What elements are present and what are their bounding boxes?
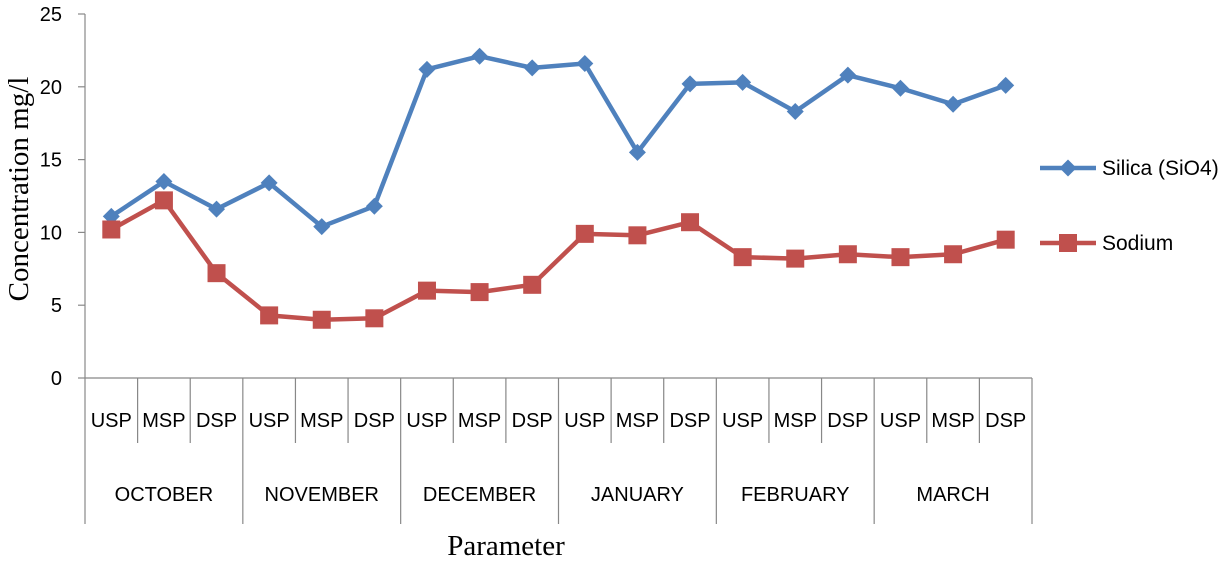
axes bbox=[84, 14, 1032, 379]
data-point bbox=[470, 283, 489, 302]
data-point bbox=[523, 59, 541, 77]
x-subcategory-label: USP bbox=[249, 410, 290, 432]
legend-label: Sodium bbox=[1102, 232, 1173, 255]
x-group-label: NOVEMBER bbox=[265, 484, 379, 506]
x-group-label: MARCH bbox=[916, 484, 989, 506]
data-point bbox=[681, 75, 699, 93]
x-subcategory-label: USP bbox=[880, 410, 921, 432]
x-group-label: DECEMBER bbox=[423, 484, 536, 506]
x-group-label: JANUARY bbox=[591, 484, 684, 506]
series-line bbox=[110, 53, 1007, 229]
data-point bbox=[365, 197, 383, 215]
data-point bbox=[313, 218, 331, 236]
data-point bbox=[154, 191, 173, 210]
data-point bbox=[997, 76, 1015, 94]
data-point bbox=[944, 95, 962, 113]
y-tick-label: 20 bbox=[40, 77, 62, 99]
x-subcategory-label: MSP bbox=[300, 410, 343, 432]
data-point bbox=[575, 224, 594, 243]
legend-label: Silica (SiO4) bbox=[1102, 157, 1219, 180]
data-point bbox=[207, 264, 226, 283]
data-point bbox=[576, 55, 594, 73]
x-axis-title: Parameter bbox=[447, 530, 565, 562]
data-point bbox=[891, 248, 910, 267]
data-point bbox=[839, 66, 857, 84]
x-subcategory-label: MSP bbox=[458, 410, 501, 432]
x-subcategory-label: DSP bbox=[512, 410, 553, 432]
data-point bbox=[208, 200, 226, 218]
x-subcategory-label: DSP bbox=[985, 410, 1026, 432]
y-tick-label: 0 bbox=[51, 368, 62, 390]
y-tick-label: 25 bbox=[40, 4, 62, 26]
data-point bbox=[260, 174, 278, 192]
x-subcategory-label: MSP bbox=[142, 410, 185, 432]
x-subcategory-label: USP bbox=[722, 410, 763, 432]
data-point bbox=[786, 249, 805, 268]
data-point bbox=[471, 47, 489, 65]
data-point bbox=[418, 60, 436, 78]
y-tick-label: 10 bbox=[40, 222, 62, 244]
data-point bbox=[944, 245, 963, 264]
data-point bbox=[786, 103, 804, 121]
y-axis-title: Concentration mg/l bbox=[3, 77, 35, 302]
x-subcategory-label: USP bbox=[406, 410, 447, 432]
data-point bbox=[891, 79, 909, 97]
data-point bbox=[102, 220, 121, 239]
x-axis-categories: USP MSP DSP OCTOBER USP MSP DSP NOVEMBER USP MSP D… bbox=[84, 378, 1033, 524]
legend-marker bbox=[1059, 234, 1077, 252]
x-group-label: FEBRUARY bbox=[741, 484, 850, 506]
y-tick-label: 15 bbox=[40, 150, 62, 172]
x-subcategory-label: MSP bbox=[616, 410, 659, 432]
x-group-label: OCTOBER bbox=[115, 484, 214, 506]
data-point bbox=[312, 310, 331, 329]
data-point bbox=[628, 143, 646, 161]
x-subcategory-label: USP bbox=[91, 410, 132, 432]
data-point bbox=[523, 275, 542, 294]
data-point bbox=[734, 73, 752, 91]
series-lines bbox=[102, 47, 1015, 329]
x-subcategory-label: USP bbox=[564, 410, 605, 432]
data-point bbox=[417, 281, 436, 300]
data-point bbox=[155, 172, 173, 190]
legend: Silica (SiO4) Sodium bbox=[1040, 157, 1219, 255]
legend-marker bbox=[1059, 159, 1077, 177]
x-subcategory-label: MSP bbox=[931, 410, 974, 432]
data-point bbox=[628, 226, 647, 245]
data-point bbox=[733, 248, 752, 267]
data-point bbox=[365, 309, 384, 328]
data-point bbox=[996, 230, 1015, 249]
x-subcategory-label: MSP bbox=[774, 410, 817, 432]
x-subcategory-label: DSP bbox=[196, 410, 237, 432]
x-subcategory-label: DSP bbox=[669, 410, 710, 432]
data-point bbox=[681, 213, 700, 232]
series-line bbox=[110, 198, 1007, 323]
y-axis-ticks: 0 5 10 15 20 25 bbox=[40, 4, 85, 390]
x-subcategory-label: DSP bbox=[354, 410, 395, 432]
data-point bbox=[838, 245, 857, 264]
x-subcategory-label: DSP bbox=[827, 410, 868, 432]
data-point bbox=[260, 306, 279, 325]
y-tick-label: 5 bbox=[51, 295, 62, 317]
